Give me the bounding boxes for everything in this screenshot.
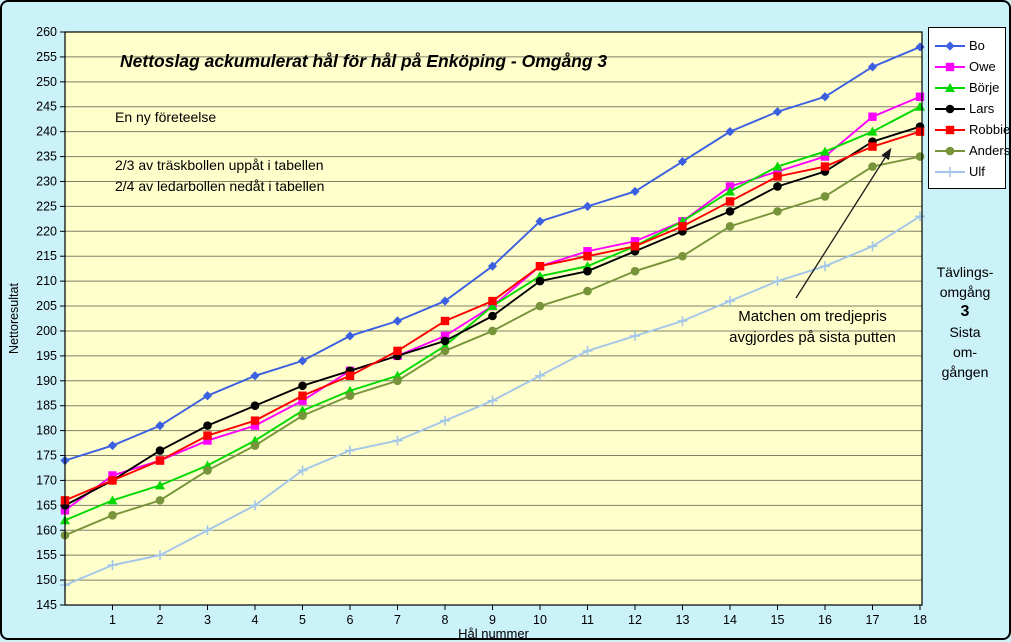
series-Bo — [60, 42, 925, 466]
legend-label: Bo — [969, 38, 985, 53]
series-Ulf — [60, 211, 925, 591]
y-tick-label: 255 — [36, 50, 57, 64]
annotation-note-3: 2/4 av ledarbollen nedåt i tabellen — [115, 178, 325, 194]
legend-marker-icon — [935, 62, 965, 71]
y-tick-label: 175 — [36, 449, 57, 463]
plot-border — [64, 31, 923, 606]
x-tick-label: 2 — [157, 613, 164, 627]
x-tick-label: 12 — [628, 613, 642, 627]
y-tick-label: 200 — [36, 324, 57, 338]
y-tick-label: 180 — [36, 424, 57, 438]
series-Anders — [60, 152, 925, 540]
arrow-annotation-line1: Matchen om tredjepris — [738, 308, 887, 325]
legend-item-ulf[interactable]: Ulf — [934, 161, 1005, 182]
y-tick-label: 210 — [36, 274, 57, 288]
x-tick-label: 9 — [489, 613, 496, 627]
y-tick-label: 260 — [36, 25, 57, 39]
x-axis-title: Hål nummer — [458, 626, 529, 641]
y-tick-label: 250 — [36, 75, 57, 89]
x-tick-label: 18 — [913, 613, 927, 627]
legend-label: Ulf — [969, 164, 985, 179]
legend-marker-icon — [935, 166, 965, 177]
x-tick-label: 1 — [109, 613, 116, 627]
y-tick-label: 190 — [36, 374, 57, 388]
x-tick-label: 4 — [252, 613, 259, 627]
y-tick-label: 220 — [36, 224, 57, 238]
side-note-line: Sista — [949, 324, 981, 340]
legend-label: Owe — [969, 59, 996, 74]
y-tick-label: 225 — [36, 199, 57, 213]
legend-marker-icon — [935, 125, 965, 134]
y-tick-label: 185 — [36, 399, 57, 413]
side-note-line: om- — [952, 344, 978, 360]
x-tick-label: 10 — [533, 613, 547, 627]
x-tick-label: 3 — [204, 613, 211, 627]
legend-label: Anders — [969, 143, 1011, 158]
y-axis: 145 150 155 160 165 170 175 180 185 190 195 200 205 2… — [36, 25, 65, 612]
y-tick-label: 160 — [36, 523, 57, 537]
legend-item-brje[interactable]: Börje — [934, 77, 1005, 98]
legend-label: Börje — [969, 80, 1000, 95]
y-tick-label: 230 — [36, 174, 57, 188]
arrow-annotation-text: Matchen om tredjepris avgjordes på sista… — [710, 306, 915, 348]
legend: Bo Owe Börje Lars Robbie Anders Ulf — [928, 27, 1010, 189]
y-tick-label: 240 — [36, 125, 57, 139]
y-axis-title: Nettoresultat — [7, 283, 21, 354]
y-tick-label: 165 — [36, 498, 57, 512]
x-tick-label: 17 — [866, 613, 880, 627]
legend-marker-icon — [935, 104, 965, 113]
y-tick-label: 235 — [36, 150, 57, 164]
x-tick-label: 13 — [676, 613, 690, 627]
y-tick-label: 215 — [36, 249, 57, 263]
y-tick-label: 195 — [36, 349, 57, 363]
y-tick-label: 245 — [36, 100, 57, 114]
legend-item-owe[interactable]: Owe — [934, 56, 1005, 77]
x-tick-label: 5 — [299, 613, 306, 627]
y-tick-label: 205 — [36, 299, 57, 313]
annotation-note-2: 2/3 av träskbollen uppåt i tabellen — [115, 157, 324, 173]
x-tick-label: 11 — [581, 613, 594, 627]
y-tick-label: 150 — [36, 573, 57, 587]
legend-marker-icon — [935, 40, 965, 51]
side-note-line: Tävlings- — [936, 264, 994, 280]
x-tick-label: 16 — [818, 613, 832, 627]
legend-item-lars[interactable]: Lars — [934, 98, 1005, 119]
legend-item-bo[interactable]: Bo — [934, 35, 1005, 56]
legend-marker-icon — [935, 82, 965, 92]
x-tick-label: 15 — [771, 613, 785, 627]
x-axis: 1 2 3 4 5 6 7 8 9 10 11 12 13 14 15 16 17 18 — [109, 605, 927, 627]
side-note-line: omgång — [939, 284, 991, 300]
x-tick-label: 14 — [723, 613, 737, 627]
series-Robbie — [60, 127, 925, 505]
legend-item-robbie[interactable]: Robbie — [934, 119, 1010, 140]
annotation-note-1: En ny företeelse — [115, 109, 217, 125]
chart-title: Nettoslag ackumulerat hål för hål på Enk… — [120, 51, 608, 71]
x-tick-label: 8 — [442, 613, 449, 627]
annotation-arrow — [795, 147, 892, 299]
x-tick-label: 7 — [394, 613, 401, 627]
arrow-annotation-line2: avgjordes på sista putten — [729, 329, 896, 346]
legend-label: Robbie — [969, 122, 1011, 137]
y-tick-label: 170 — [36, 473, 57, 487]
legend-marker-icon — [935, 146, 965, 155]
side-note-line: gången — [941, 364, 989, 380]
x-tick-label: 6 — [347, 613, 354, 627]
legend-item-anders[interactable]: Anders — [934, 140, 1010, 161]
side-note-panel: Tävlings- omgång 3 Sista om- gången — [922, 262, 1008, 382]
legend-label: Lars — [969, 101, 995, 116]
y-tick-label: 155 — [36, 548, 57, 562]
side-note-round-number: 3 — [960, 303, 970, 320]
y-tick-label: 145 — [36, 598, 57, 612]
